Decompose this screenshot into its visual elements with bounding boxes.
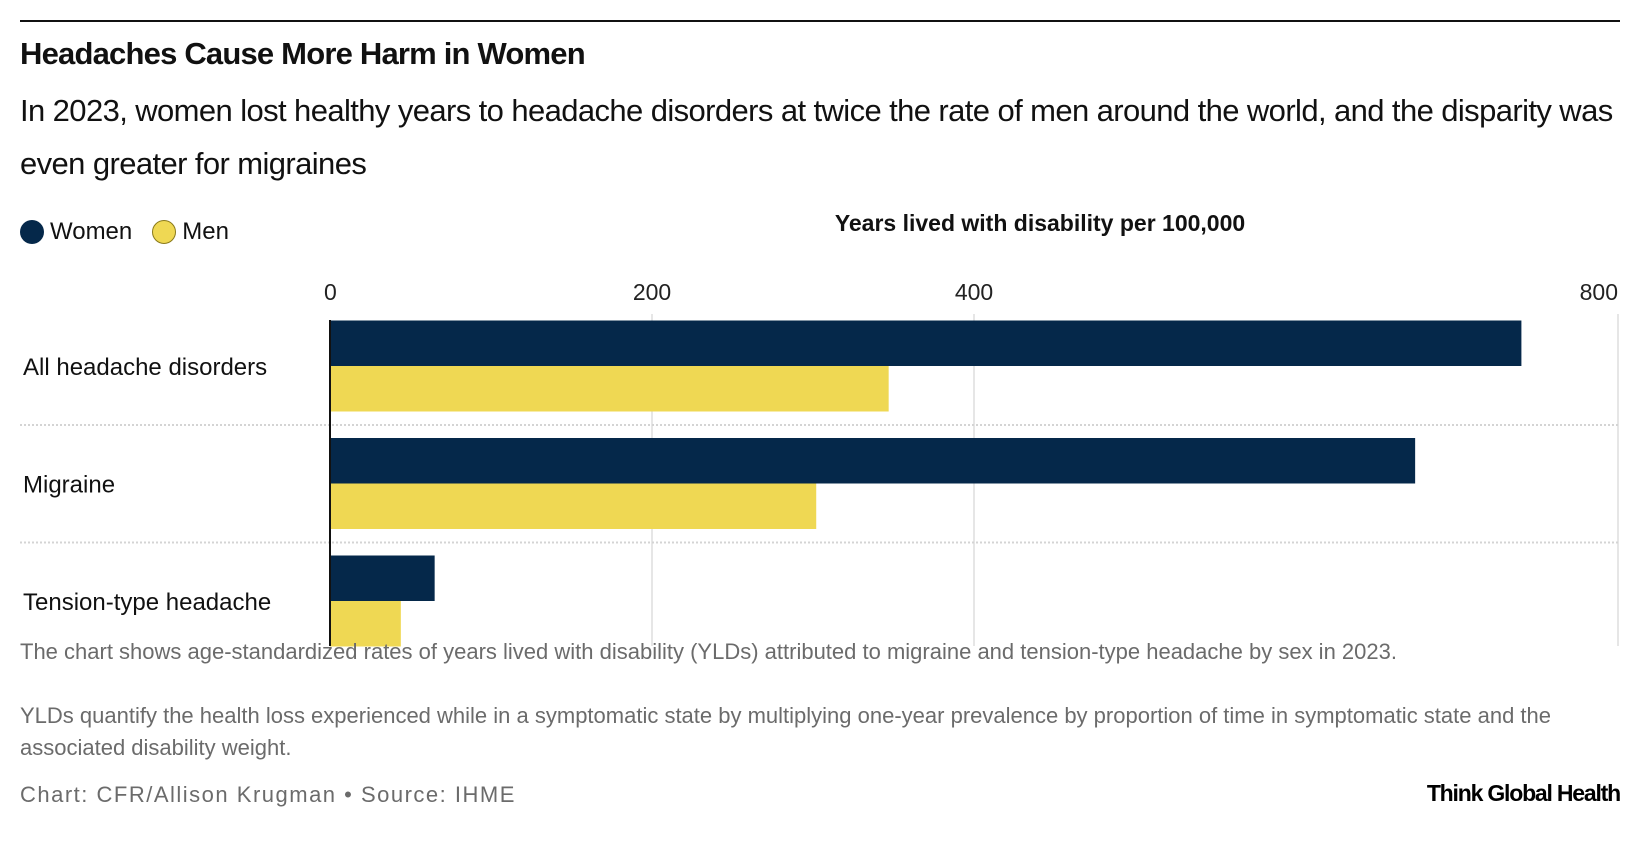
category-label: All headache disorders: [23, 354, 267, 381]
top-rule: [20, 20, 1620, 22]
bar-men: [330, 366, 889, 412]
x-tick-label: 0: [324, 279, 337, 305]
source-credit: Chart: CFR/Allison Krugman • Source: IHM…: [20, 782, 516, 807]
legend-item-men: Men: [152, 218, 229, 246]
chart-subtitle: In 2023, women lost healthy years to hea…: [20, 93, 1613, 181]
bar-men: [330, 483, 817, 529]
legend: Women Men: [20, 218, 249, 246]
footnote-2: YLDs quantify the health loss experience…: [20, 703, 1552, 760]
legend-item-women: Women: [20, 218, 132, 246]
bar-women: [330, 438, 1416, 484]
footnote-1: The chart shows age-standardized rates o…: [20, 639, 1397, 664]
x-axis-title: Years lived with disability per 100,000: [834, 210, 1246, 236]
x-tick-label: 400: [955, 279, 993, 305]
x-tick-label: 800: [1580, 279, 1618, 305]
bar-women: [330, 555, 435, 601]
bar-women: [330, 320, 1522, 366]
category-label: Migraine: [23, 472, 115, 499]
bar-men: [330, 601, 401, 647]
legend-label-men: Men: [182, 218, 229, 245]
legend-swatch-women: [20, 220, 44, 244]
chart-title: Headaches Cause More Harm in Women: [20, 36, 586, 71]
legend-label-women: Women: [50, 218, 133, 245]
x-tick-label: 200: [633, 279, 671, 305]
category-label: Tension-type headache: [23, 589, 271, 616]
think-global-health-logo: Think Global Health: [1426, 780, 1621, 806]
legend-swatch-men: [152, 220, 177, 244]
